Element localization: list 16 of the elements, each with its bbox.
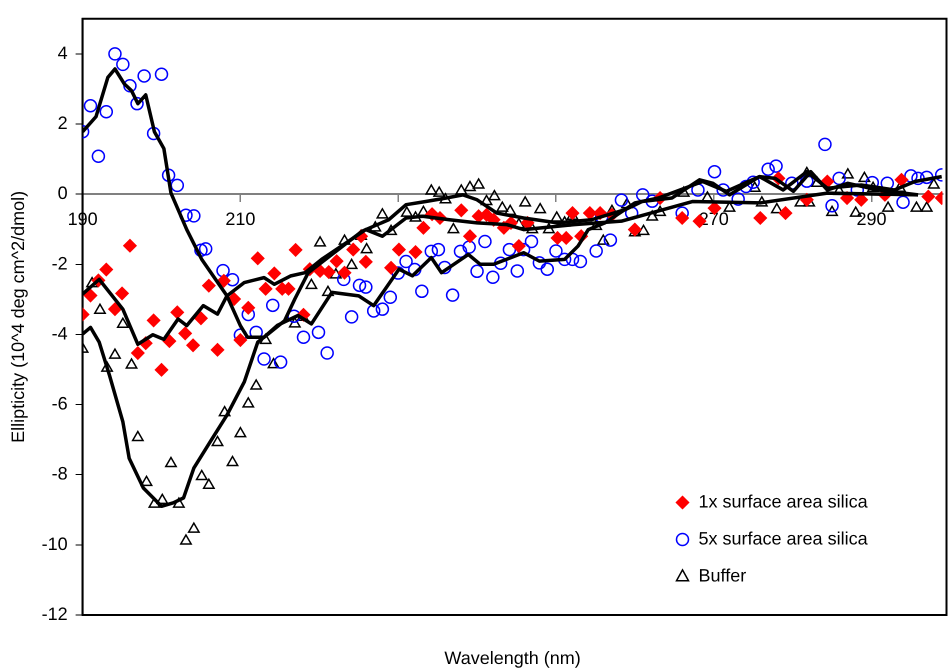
x-tick-label: 290	[856, 208, 887, 229]
y-tick-label: -12	[42, 604, 68, 624]
y-tick-label: 0	[58, 183, 68, 204]
y-tick-label: 2	[58, 112, 68, 133]
legend-label: 5x surface area silica	[698, 528, 869, 548]
legend-label: 1x surface area silica	[698, 491, 869, 512]
y-axis-title: Ellipticity (10^4 deg cm^2/dmol)	[8, 190, 28, 443]
y-tick-label: -6	[52, 394, 68, 414]
y-tick-label: -2	[52, 253, 68, 274]
y-tick-label: -10	[42, 534, 68, 554]
legend-label: Buffer	[698, 565, 746, 586]
x-axis-title: Wavelength (nm)	[444, 648, 581, 668]
x-tick-label: 210	[225, 208, 256, 229]
y-tick-label: -4	[52, 323, 68, 344]
y-tick-label: 4	[58, 42, 68, 63]
y-tick-label: -8	[52, 464, 68, 484]
